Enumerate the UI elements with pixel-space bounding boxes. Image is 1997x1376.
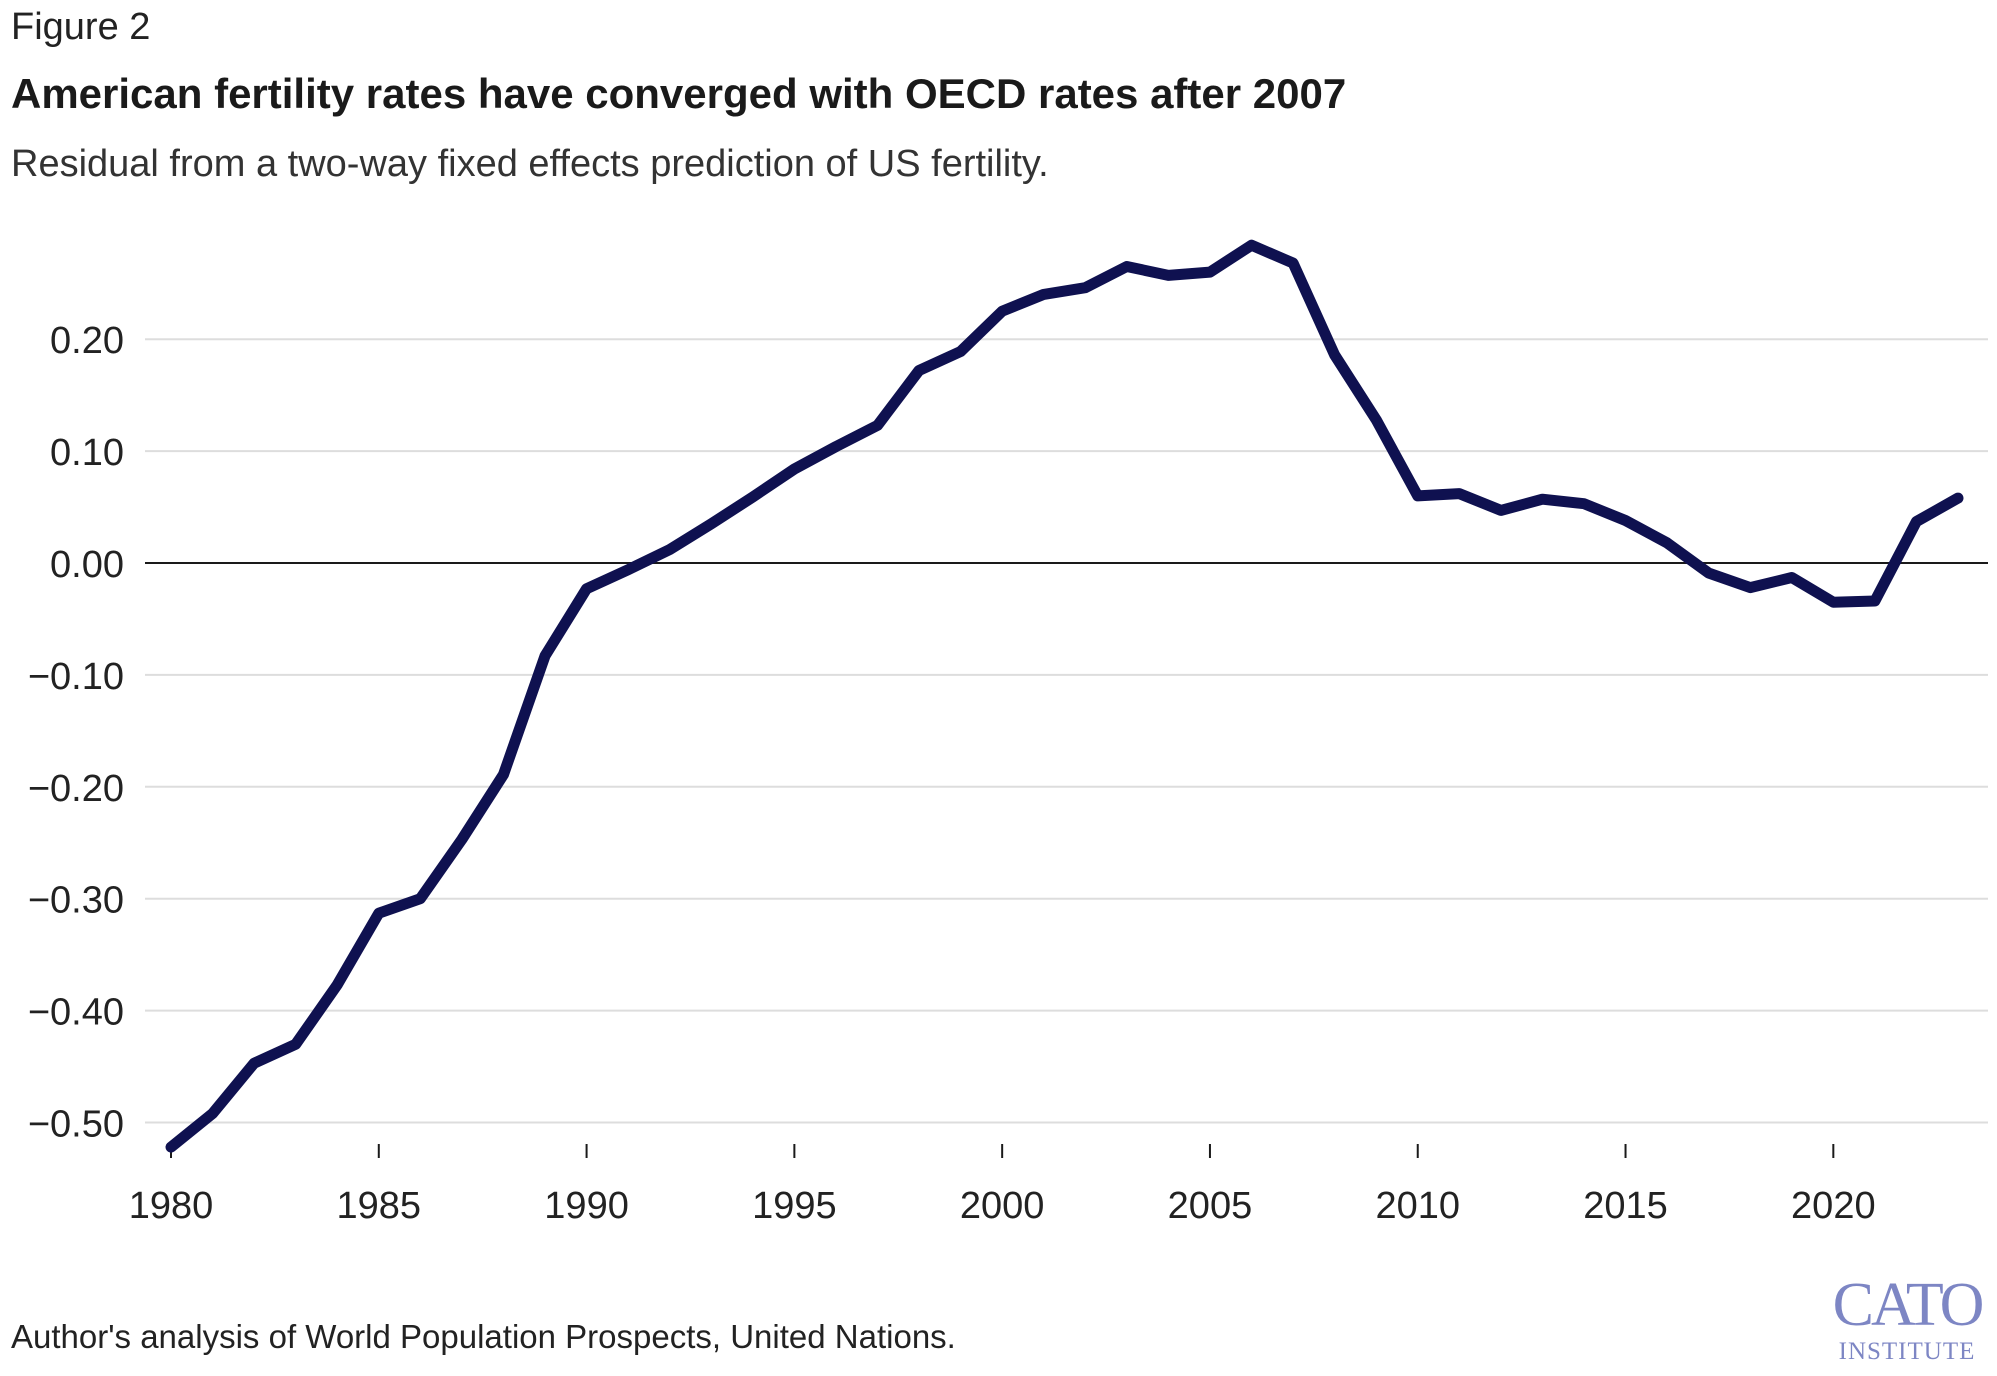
y-tick-label: 0.20 bbox=[50, 320, 124, 362]
chart-title: American fertility rates have converged … bbox=[11, 70, 1347, 117]
y-tick-label: −0.30 bbox=[28, 880, 124, 922]
x-tick-label: 1995 bbox=[752, 1185, 837, 1227]
logo-subtext: INSTITUTE bbox=[1838, 1338, 1976, 1365]
logo-wordmark: CATO bbox=[1832, 1271, 1985, 1339]
y-tick-label: 0.10 bbox=[50, 432, 124, 474]
figure-label: Figure 2 bbox=[11, 6, 151, 48]
x-tick-label: 1980 bbox=[129, 1185, 214, 1227]
x-tick-label: 2020 bbox=[1791, 1185, 1876, 1227]
x-tick-label: 2000 bbox=[960, 1185, 1045, 1227]
x-tick-label: 2005 bbox=[1168, 1185, 1253, 1227]
chart-subtitle: Residual from a two-way fixed effects pr… bbox=[11, 143, 1049, 185]
series-line bbox=[165, 239, 1964, 1153]
x-tick-label: 1990 bbox=[544, 1185, 629, 1227]
source-note: Author's analysis of World Population Pr… bbox=[11, 1318, 956, 1355]
x-tick-label: 2010 bbox=[1375, 1185, 1460, 1227]
y-tick-label: −0.20 bbox=[28, 768, 124, 810]
x-tick-label: 1985 bbox=[337, 1185, 422, 1227]
y-tick-label: −0.50 bbox=[28, 1104, 124, 1146]
cato-institute-logo: CATO INSTITUTE bbox=[1826, 1272, 1988, 1368]
y-tick-label: 0.00 bbox=[50, 544, 124, 586]
y-tick-label: −0.10 bbox=[28, 656, 124, 698]
y-tick-label: −0.40 bbox=[28, 992, 124, 1034]
x-tick-label: 2015 bbox=[1583, 1185, 1668, 1227]
